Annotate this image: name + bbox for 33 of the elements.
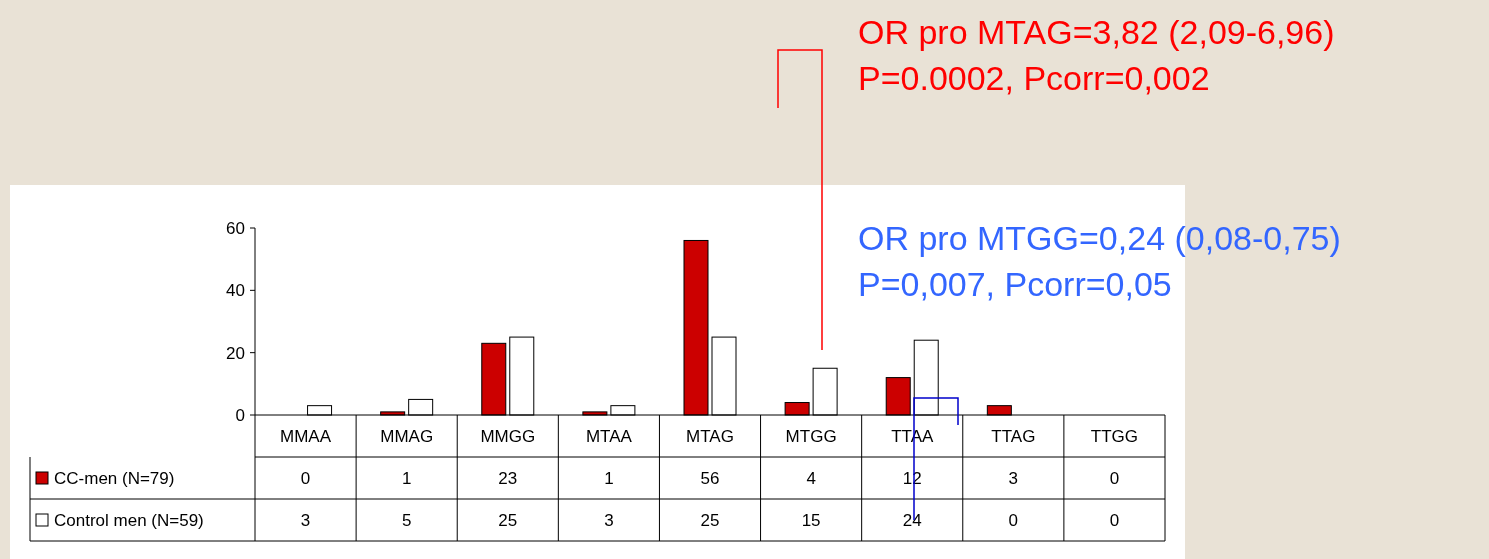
x-tick-label: MTAG [686,426,734,446]
text: OR pro MTAG=3,82 (2,09-6,96) P=0.0002, Pcorr=0,002 [858,13,1335,97]
annotation: OR pro MTGG=0,24 (0,08-0,75) P=0,007, Pcorr=0,05 [858,219,1341,303]
data-label: 56 [700,468,720,488]
y-tick-label: 20 [226,343,245,363]
x-tick-label: MMGG [480,426,536,446]
data-label: 3 [604,510,614,530]
data-label: 23 [498,468,518,488]
data-label: 25 [498,510,518,530]
x-tick-label: MMAA [280,426,332,446]
legend-label: Control men (N=59) [54,510,204,530]
x-tick-label: MTGG [785,426,837,446]
data-label: 0 [1109,510,1120,530]
data-label: 4 [806,468,816,488]
data-label: 5 [401,510,412,530]
y-tick-label: 60 [226,218,245,238]
data-label: 3 [1008,468,1019,488]
data-label: 25 [700,510,720,530]
x-tick-label: TTAG [991,426,1036,446]
data-label: 3 [300,510,311,530]
data-label: 1 [401,468,412,488]
y-tick-label: 40 [226,281,245,301]
data-label: 1 [604,468,614,488]
data-label: 24 [902,510,922,530]
data-label: 15 [801,510,821,530]
x-tick-label: MTAA [585,426,633,446]
x-tick-label: MMAG [380,426,434,446]
data-label: 0 [1109,468,1120,488]
legend-label: CC-men (N=79) [54,468,175,488]
x-tick-label: TTGG [1090,426,1139,446]
y-tick-label: 0 [235,405,245,425]
data-label: 0 [300,468,311,488]
data-label: 0 [1008,510,1019,530]
